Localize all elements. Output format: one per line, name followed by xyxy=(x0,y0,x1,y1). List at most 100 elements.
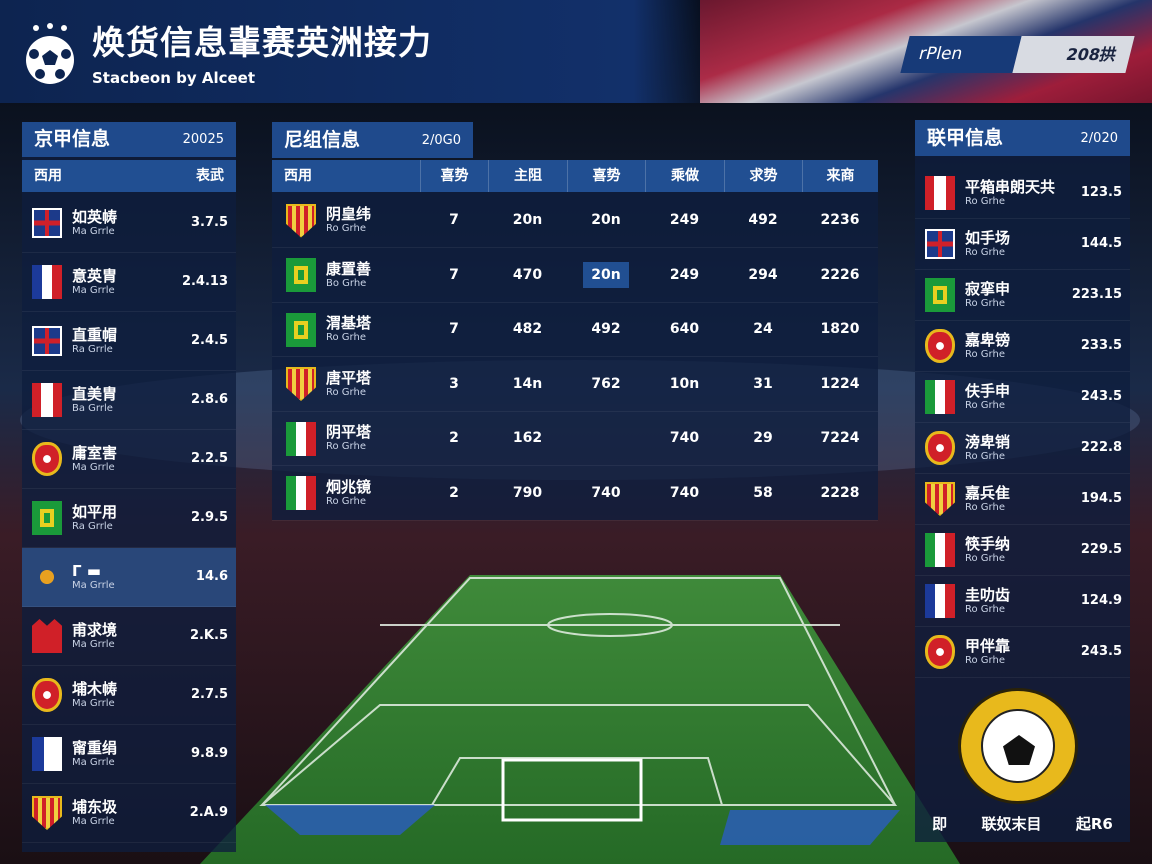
table-row[interactable]: 康置善 Bo Grhe 7 470 20n 249 294 2226 xyxy=(272,249,878,303)
team-name-block: 嘉卑镑 Ro Grhe xyxy=(965,330,1011,361)
striped-shield-icon xyxy=(286,203,316,238)
team-name: 康置善 xyxy=(326,259,372,278)
column-header[interactable]: 西用 xyxy=(284,168,312,184)
table-row[interactable]: 炯兆镜 Ro Grhe 2 790 740 740 58 2228 xyxy=(272,467,878,521)
team-name-block: 如手场 Ro Grhe xyxy=(965,229,1010,259)
team-row[interactable]: 甫求境 Ma Grrle 2.K.5 xyxy=(22,607,236,666)
team-name: 嘉卑镑 xyxy=(965,330,1011,349)
footer-item[interactable]: 起R6 xyxy=(1075,814,1113,833)
team-name-block: 意英胄 Ma Grrle xyxy=(72,266,118,297)
team-subname: Ma Grrle xyxy=(72,284,115,296)
team-score: 243.5 xyxy=(1080,644,1122,660)
team-score: 124.9 xyxy=(1080,593,1122,609)
team-cell: 康置善 Bo Grhe xyxy=(272,258,420,292)
team-row[interactable]: 庸室害 Ma Grrle 2.2.5 xyxy=(22,430,236,489)
team-row[interactable]: 滂卑销 Ro Grhe 222.8 xyxy=(915,423,1130,474)
table-cell: 762 xyxy=(591,375,621,392)
team-subname: Ro Grhe xyxy=(965,348,1005,360)
table-cell: 2 xyxy=(449,430,459,447)
team-score: 2.4.13 xyxy=(181,274,228,290)
team-row[interactable]: 圭叻齿 Ro Grhe 124.9 xyxy=(915,576,1130,627)
table-row[interactable]: 阴平塔 Ro Grhe 2 162 740 29 7224 xyxy=(272,412,878,466)
right-panel-year: 2/020 xyxy=(1080,130,1118,146)
team-row[interactable]: 意英胄 Ma Grrle 2.4.13 xyxy=(22,253,236,312)
team-name: 甯重绢 xyxy=(72,738,118,757)
team-row[interactable]: 嘉卑镑 Ro Grhe 233.5 xyxy=(915,321,1130,372)
team-row[interactable]: 埔东圾 Ma Grrle 2.A.9 xyxy=(22,784,236,843)
team-row[interactable]: 如平用 Ra Grrle 2.9.5 xyxy=(22,489,236,548)
red-crown-icon xyxy=(32,619,62,653)
team-name: 如平用 xyxy=(72,502,118,521)
left-standings-panel xyxy=(22,122,236,852)
table-row[interactable]: 阴皇纬 Ro Grhe 7 20n 20n 249 492 2236 xyxy=(272,194,878,248)
highlighted-cell[interactable]: 20n xyxy=(583,261,629,288)
team-score: 194.5 xyxy=(1080,491,1122,507)
france-flag-icon xyxy=(925,584,955,618)
team-score: 2.K.5 xyxy=(189,628,228,644)
striped-shield-icon xyxy=(925,482,955,516)
anchor-crest-icon xyxy=(32,560,62,594)
team-row[interactable]: 直美胄 Ba Grrle 2.8.6 xyxy=(22,371,236,430)
table-cell: 294 xyxy=(748,266,778,283)
team-name: Γ ▬ xyxy=(72,561,101,580)
team-row[interactable]: Γ ▬ Ma Grrle 14.6 xyxy=(22,548,236,607)
team-name: 埔东圾 xyxy=(72,797,118,816)
team-name: 炯兆镜 xyxy=(326,477,372,496)
team-subname: Ro Grhe xyxy=(965,399,1005,411)
table-cell: 2 xyxy=(449,484,459,501)
footer-item[interactable]: 联奴末目 xyxy=(981,814,1042,833)
team-name-block: 圭叻齿 Ro Grhe xyxy=(965,585,1011,616)
team-subname: Ro Grhe xyxy=(326,386,366,398)
table-cell: 31 xyxy=(753,375,773,392)
team-row[interactable]: 筷手纳 Ro Grhe 229.5 xyxy=(915,525,1130,576)
table-row[interactable]: 渭基塔 Ro Grhe 7 482 492 640 24 1820 xyxy=(272,303,878,357)
team-subname: Ro Grhe xyxy=(965,552,1005,564)
peru-flag-icon xyxy=(925,176,955,210)
team-row[interactable]: 嘉兵隹 Ro Grhe 194.5 xyxy=(915,474,1130,525)
column-header[interactable]: 主阻 xyxy=(488,160,567,192)
team-name-block: 平箱串朗天共 Ro Grhe xyxy=(965,178,1055,208)
team-subname: Ro Grhe xyxy=(326,495,366,507)
team-name-block: 嘉兵隹 Ro Grhe xyxy=(965,484,1010,514)
left-col-team: 西用 xyxy=(34,168,62,184)
column-header[interactable]: 喜势 xyxy=(420,160,488,192)
table-cell: 1820 xyxy=(820,321,860,338)
team-row[interactable]: 埔木帱 Ma Grrle 2.7.5 xyxy=(22,666,236,725)
team-row[interactable]: 寂挛申 Ro Grhe 223.15 xyxy=(915,270,1130,321)
team-name-block: 如平用 Ra Grrle xyxy=(72,502,118,533)
team-row[interactable]: 直重帽 Ra Grrle 2.4.5 xyxy=(22,312,236,371)
team-name: 意英胄 xyxy=(72,266,118,285)
team-subname: Ro Grhe xyxy=(965,450,1005,462)
table-cell: 24 xyxy=(753,321,773,338)
middle-table-panel xyxy=(272,160,878,520)
team-name: 圭叻齿 xyxy=(965,585,1011,604)
table-cell: 2236 xyxy=(820,212,860,229)
team-row[interactable]: 如手场 Ro Grhe 144.5 xyxy=(915,219,1130,270)
footer-item[interactable]: 即 xyxy=(932,814,948,833)
right-panel-footer: 即 联奴末目 起R6 xyxy=(915,808,1130,840)
italy-flag-icon xyxy=(925,533,955,567)
column-header[interactable]: 乘做 xyxy=(645,160,724,192)
team-row[interactable]: 甲伴靠 Ro Grhe 243.5 xyxy=(915,627,1130,678)
team-row[interactable]: 伕手申 Ro Grhe 243.5 xyxy=(915,372,1130,423)
team-subname: Ma Grrle xyxy=(72,815,115,827)
uk-flag-icon xyxy=(925,229,955,259)
red-shield-icon xyxy=(925,329,955,363)
table-cell: 790 xyxy=(512,484,543,501)
table-cell: 2226 xyxy=(820,266,860,283)
team-name-block: 直重帽 Ra Grrle xyxy=(72,325,118,356)
table-cell: 1224 xyxy=(820,375,860,392)
team-row[interactable]: 甯重绢 Ma Grrle 9.8.9 xyxy=(22,725,236,784)
column-header[interactable]: 喜势 xyxy=(567,160,645,192)
team-row[interactable]: 如英帱 Ma Grrle 3.7.5 xyxy=(22,194,236,253)
column-header[interactable]: 求势 xyxy=(724,160,802,192)
table-cell: 29 xyxy=(753,430,773,447)
red-shield-icon xyxy=(925,431,955,465)
team-subname: Ba Grrle xyxy=(72,402,113,414)
team-row[interactable]: 平箱串朗天共 Ro Grhe 123.5 xyxy=(915,168,1130,219)
table-row[interactable]: 唐平塔 Ro Grhe 3 14n 762 10n 31 1224 xyxy=(272,358,878,412)
column-header[interactable]: 来商 xyxy=(802,160,878,192)
plan-selector[interactable]: rPlen 208拱 xyxy=(900,36,1135,73)
team-name-block: 埔木帱 Ma Grrle xyxy=(72,680,117,710)
team-name: 直重帽 xyxy=(72,325,118,344)
